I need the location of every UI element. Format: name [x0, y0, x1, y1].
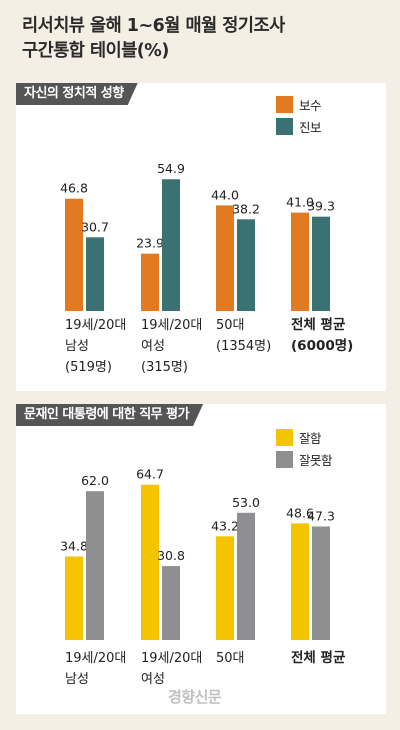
legend-swatch-approve [276, 428, 293, 446]
legend-label-disapprove: 잘못함 [299, 452, 333, 468]
category-label-chart2-3-0: 전체 평균 [291, 649, 346, 666]
bar-chart1-0-1 [86, 237, 104, 311]
value-label-chart1-3-1: 39.3 [307, 199, 335, 214]
category-label-chart1-0-0: 19세/20대 [65, 318, 126, 333]
legend-item-conservative: 보수 [276, 93, 356, 115]
bar-chart2-3-1 [312, 526, 330, 640]
value-label-chart1-1-1: 54.9 [157, 161, 185, 176]
legend-swatch-disapprove [276, 450, 293, 468]
category-label-chart1-1-2: (315명) [141, 360, 188, 375]
value-label-chart2-3-1: 47.3 [307, 508, 335, 523]
category-label-chart1-0-1: 남성 [65, 339, 89, 354]
bar-chart1-2-0 [216, 205, 234, 311]
value-label-chart1-2-0: 44.0 [211, 187, 239, 202]
title-line-0: 리서치뷰 올해 1~6월 매월 정기조사 [22, 16, 285, 36]
category-label-chart2-1-1: 여성 [141, 672, 165, 687]
value-label-chart2-1-0: 64.7 [136, 467, 164, 482]
category-label-chart1-1-0: 19세/20대 [141, 318, 202, 333]
bar-chart1-0-0 [65, 198, 83, 311]
bar-chart2-1-1 [162, 566, 180, 640]
legend-label-progressive: 진보 [299, 119, 322, 135]
bar-chart2-0-0 [65, 556, 83, 640]
category-label-chart2-0-0: 19세/20대 [65, 651, 126, 666]
legend-job-approval: 잘함 잘못함 [276, 426, 356, 470]
bar-chart1-1-1 [162, 179, 180, 311]
category-label-chart2-1-0: 19세/20대 [141, 651, 202, 666]
category-label-chart1-2-1: (1354명) [216, 339, 271, 354]
legend-item-disapprove: 잘못함 [276, 448, 356, 470]
value-label-chart2-2-0: 43.2 [211, 518, 239, 533]
legend-item-progressive: 진보 [276, 115, 356, 137]
category-label-chart1-2-0: 50대 [216, 318, 245, 333]
legend-political-orientation: 보수 진보 [276, 93, 356, 137]
bar-chart2-1-0 [141, 484, 159, 640]
bar-chart2-3-0 [291, 523, 309, 640]
legend-swatch-progressive [276, 117, 293, 135]
legend-item-approve: 잘함 [276, 426, 356, 448]
legend-label-conservative: 보수 [299, 97, 322, 113]
bar-chart2-2-1 [237, 512, 255, 640]
category-label-chart1-3-1: (6000명) [291, 337, 353, 354]
category-label-chart1-1-1: 여성 [141, 339, 165, 354]
value-label-chart1-1-0: 23.9 [136, 236, 164, 251]
panel-title-political-orientation: 자신의 정치적 성향 [16, 83, 138, 105]
bar-chart1-1-0 [141, 253, 159, 311]
value-label-chart1-3-0: 41.0 [286, 195, 314, 210]
category-label-chart2-2-0: 50대 [216, 651, 245, 666]
value-label-chart2-0-1: 62.0 [81, 473, 109, 488]
legend-label-approve: 잘함 [299, 430, 322, 446]
category-label-chart2-0-1: 남성 [65, 672, 89, 687]
panel-title-job-approval: 문재인 대통령에 대한 직무 평가 [16, 404, 203, 426]
bar-chart1-2-1 [237, 219, 255, 311]
watermark-logo: 경향신문 [168, 688, 222, 706]
bar-chart2-2-0 [216, 536, 234, 640]
value-label-chart1-2-1: 38.2 [232, 201, 260, 216]
value-label-chart2-0-0: 34.8 [60, 538, 88, 553]
title-line-1: 구간통합 테이블(%) [22, 41, 169, 61]
value-label-chart1-0-0: 46.8 [60, 181, 88, 196]
value-label-chart1-0-1: 30.7 [81, 219, 109, 234]
value-label-chart2-3-0: 48.6 [286, 505, 314, 520]
bar-chart2-0-1 [86, 491, 104, 640]
bar-chart1-3-0 [291, 212, 309, 311]
bar-chart1-3-1 [312, 216, 330, 311]
value-label-chart2-1-1: 30.8 [157, 548, 185, 563]
value-label-chart2-2-1: 53.0 [232, 495, 260, 510]
category-label-chart1-3-0: 전체 평균 [291, 316, 346, 333]
category-label-chart1-0-2: (519명) [65, 360, 112, 375]
legend-swatch-conservative [276, 95, 293, 113]
